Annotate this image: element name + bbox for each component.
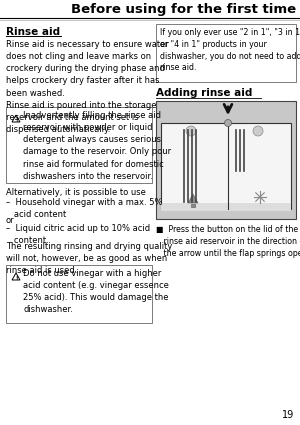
Bar <box>156 24 296 82</box>
Text: The resulting rinsing and drying quality
will not, however, be as good as when
r: The resulting rinsing and drying quality… <box>6 242 172 275</box>
Text: !: ! <box>15 275 17 281</box>
Bar <box>191 204 195 207</box>
Text: Adding rinse aid: Adding rinse aid <box>156 88 252 98</box>
Text: If you only ever use "2 in 1", "3 in 1"
or "4 in 1" products in your
dishwasher,: If you only ever use "2 in 1", "3 in 1" … <box>160 28 300 72</box>
Bar <box>161 203 291 211</box>
Bar <box>161 123 291 209</box>
Text: Do not use vinegar with a higher
acid content (e.g. vinegar essence
25% acid). T: Do not use vinegar with a higher acid co… <box>23 269 169 314</box>
Text: –  Liquid citric acid up to 10% acid
   content.: – Liquid citric acid up to 10% acid cont… <box>6 224 150 245</box>
Text: Rinse aid is necessary to ensure water
does not cling and leave marks on
crocker: Rinse aid is necessary to ensure water d… <box>6 40 169 134</box>
Bar <box>156 101 296 219</box>
Text: 19: 19 <box>282 410 294 420</box>
Text: or: or <box>6 216 15 225</box>
Circle shape <box>224 119 232 127</box>
Text: !: ! <box>15 117 17 122</box>
Text: Alternatively, it is possible to use: Alternatively, it is possible to use <box>6 188 146 197</box>
Text: Rinse aid: Rinse aid <box>6 27 60 37</box>
Bar <box>6 265 152 323</box>
Text: Before using for the first time: Before using for the first time <box>71 3 296 15</box>
Text: Inadvertently filling the rinse aid
reservoir with powder or liquid
detergent al: Inadvertently filling the rinse aid rese… <box>23 111 171 181</box>
Polygon shape <box>188 194 198 203</box>
Bar <box>6 107 152 183</box>
Circle shape <box>186 126 196 136</box>
Text: –  Household vinegar with a max. 5%
   acid content: – Household vinegar with a max. 5% acid … <box>6 198 163 219</box>
Text: ■  Press the button on the lid of the
   rinse aid reservoir in the direction of: ■ Press the button on the lid of the rin… <box>156 225 300 258</box>
Circle shape <box>253 126 263 136</box>
